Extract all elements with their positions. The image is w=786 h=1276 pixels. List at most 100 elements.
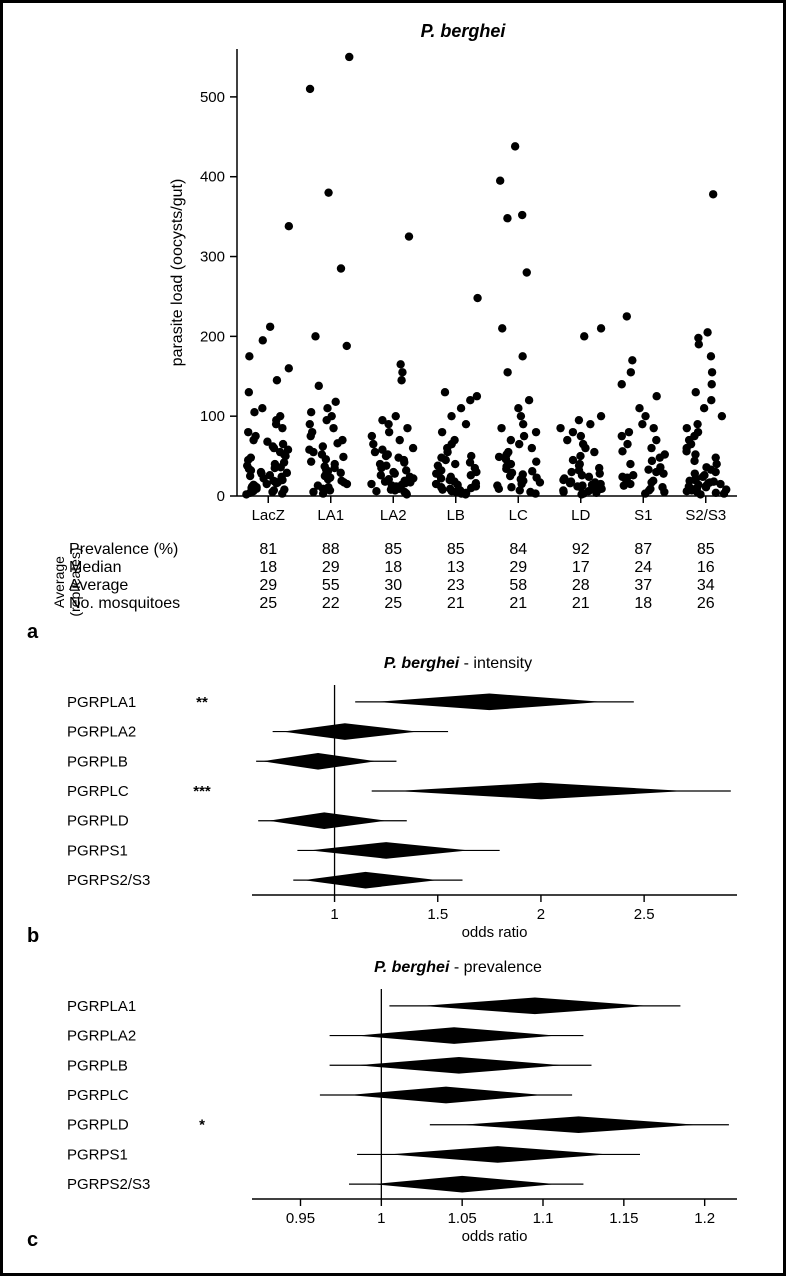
svg-text:100: 100 [200,408,225,425]
svg-text:parasite load (oocysts/gut): parasite load (oocysts/gut) [169,179,186,367]
stats-row: No. mosquitoes2522252121211826 [69,595,757,613]
stats-cell: 92 [550,541,613,559]
stats-cell: 30 [362,577,425,595]
stats-cell: 29 [487,559,550,577]
stats-row: Average2955302358283734 [69,577,757,595]
stats-cell: 25 [237,595,300,613]
stats-cell: 18 [237,559,300,577]
stats-cell: 21 [425,595,488,613]
svg-text:2.5: 2.5 [634,906,655,923]
panel-b-title: P. berghei - intensity [197,655,719,673]
svg-text:PGRPLA1: PGRPLA1 [67,998,136,1015]
stats-side-bottom: (replicates) [67,537,83,627]
panel-b-title-italic: P. berghei [384,655,459,672]
svg-text:PGRPS1: PGRPS1 [67,1146,128,1163]
stats-cell: 25 [362,595,425,613]
svg-text:LC: LC [509,507,528,524]
stats-cell: 26 [675,595,738,613]
svg-text:1: 1 [377,1210,385,1227]
panel-a-title: P. berghei [207,21,719,42]
panel-c-plot: 0.95 1 1.05 1.1 1.15 1.2 odds ratio PGRPLA1 PGRP… [37,981,757,1251]
panel-a: P. berghei 0 100 200 300 400 500 parasite load… [27,21,759,651]
stats-row-label: Prevalence (%) [69,541,237,559]
stats-cell: 87 [612,541,675,559]
stats-cell: 81 [237,541,300,559]
stats-cell: 21 [550,595,613,613]
stats-cell: 55 [300,577,363,595]
figure-container: P. berghei 0 100 200 300 400 500 parasite load… [0,0,786,1276]
svg-text:400: 400 [200,169,225,186]
stats-cell: 85 [425,541,488,559]
svg-text:1: 1 [330,906,338,923]
stats-cell: 13 [425,559,488,577]
svg-text:S1: S1 [634,507,652,524]
panel-a-label: a [27,621,38,644]
stats-cell: 84 [487,541,550,559]
svg-text:200: 200 [200,328,225,345]
panel-b-label: b [27,925,39,948]
svg-text:odds ratio: odds ratio [462,1228,528,1245]
panel-b-plot: 1 1.5 2 2.5 odds ratio PGRPLA1 ** PGRPLA2 PGRPLB… [37,677,757,947]
svg-text:PGRPLB: PGRPLB [67,753,128,770]
stats-cell: 18 [362,559,425,577]
svg-text:PGRPLB: PGRPLB [67,1057,128,1074]
stats-cell: 18 [612,595,675,613]
svg-text:500: 500 [200,89,225,106]
svg-text:1.1: 1.1 [533,1210,554,1227]
stats-cell: 22 [300,595,363,613]
stats-cell: 37 [612,577,675,595]
stats-cell: 85 [675,541,738,559]
stats-cell: 23 [425,577,488,595]
stats-row-label: Average [69,577,237,595]
panel-c: P. berghei - prevalence 0.95 1 1.05 1.1 1.15… [27,959,759,1259]
panel-c-title: P. berghei - prevalence [197,959,719,977]
svg-text:1.2: 1.2 [694,1210,715,1227]
stats-cell: 58 [487,577,550,595]
stats-cell: 28 [550,577,613,595]
svg-text:1.15: 1.15 [609,1210,638,1227]
svg-text:PGRPLD: PGRPLD [67,1117,129,1134]
stats-row-label: No. mosquitoes [69,595,237,613]
stats-cell: 34 [675,577,738,595]
stats-cell: 85 [362,541,425,559]
svg-text:PGRPLA1: PGRPLA1 [67,694,136,711]
svg-text:PGRPLC: PGRPLC [67,1087,129,1104]
svg-text:LA1: LA1 [317,507,344,524]
svg-text:PGRPLA2: PGRPLA2 [67,724,136,741]
svg-text:0: 0 [217,488,225,505]
svg-text:**: ** [196,694,208,711]
stats-row: Median1829181329172416 [69,559,757,577]
panel-a-plot: 0 100 200 300 400 500 parasite load (oocysts/g… [37,41,757,541]
stats-body: Prevalence (%)8188858584928785Median1829… [69,541,757,613]
svg-text:PGRPLD: PGRPLD [67,813,129,830]
panel-c-title-italic: P. berghei [374,959,449,976]
svg-text:LacZ: LacZ [252,507,285,524]
panel-c-label: c [27,1229,38,1252]
stats-cell: 29 [300,559,363,577]
panel-b-title-plain: - intensity [459,655,532,672]
svg-text:*: * [199,1117,205,1134]
svg-text:0.95: 0.95 [286,1210,315,1227]
svg-text:PGRPS1: PGRPS1 [67,842,128,859]
svg-text:LD: LD [571,507,590,524]
svg-text:PGRPS2/S3: PGRPS2/S3 [67,1176,150,1193]
svg-text:LB: LB [447,507,465,524]
svg-text:1.05: 1.05 [448,1210,477,1227]
stats-cell: 21 [487,595,550,613]
stats-cell: 88 [300,541,363,559]
panel-c-title-plain: - prevalence [449,959,542,976]
stats-row: Prevalence (%)8188858584928785 [69,541,757,559]
stats-cell: 29 [237,577,300,595]
svg-text:PGRPLC: PGRPLC [67,783,129,800]
svg-text:300: 300 [200,249,225,266]
panel-b: P. berghei - intensity 1 1.5 2 2.5 odds rati… [27,655,759,955]
stats-side-label: Average (replicates) [51,537,83,627]
svg-text:PGRPS2/S3: PGRPS2/S3 [67,872,150,889]
svg-text:S2/S3: S2/S3 [685,507,726,524]
svg-text:1.5: 1.5 [427,906,448,923]
stats-cell: 16 [675,559,738,577]
svg-text:odds ratio: odds ratio [462,924,528,941]
svg-text:2: 2 [537,906,545,923]
stats-side-top: Average [51,537,67,627]
panel-a-stats: Average (replicates) Prevalence (%)81888… [27,541,757,613]
